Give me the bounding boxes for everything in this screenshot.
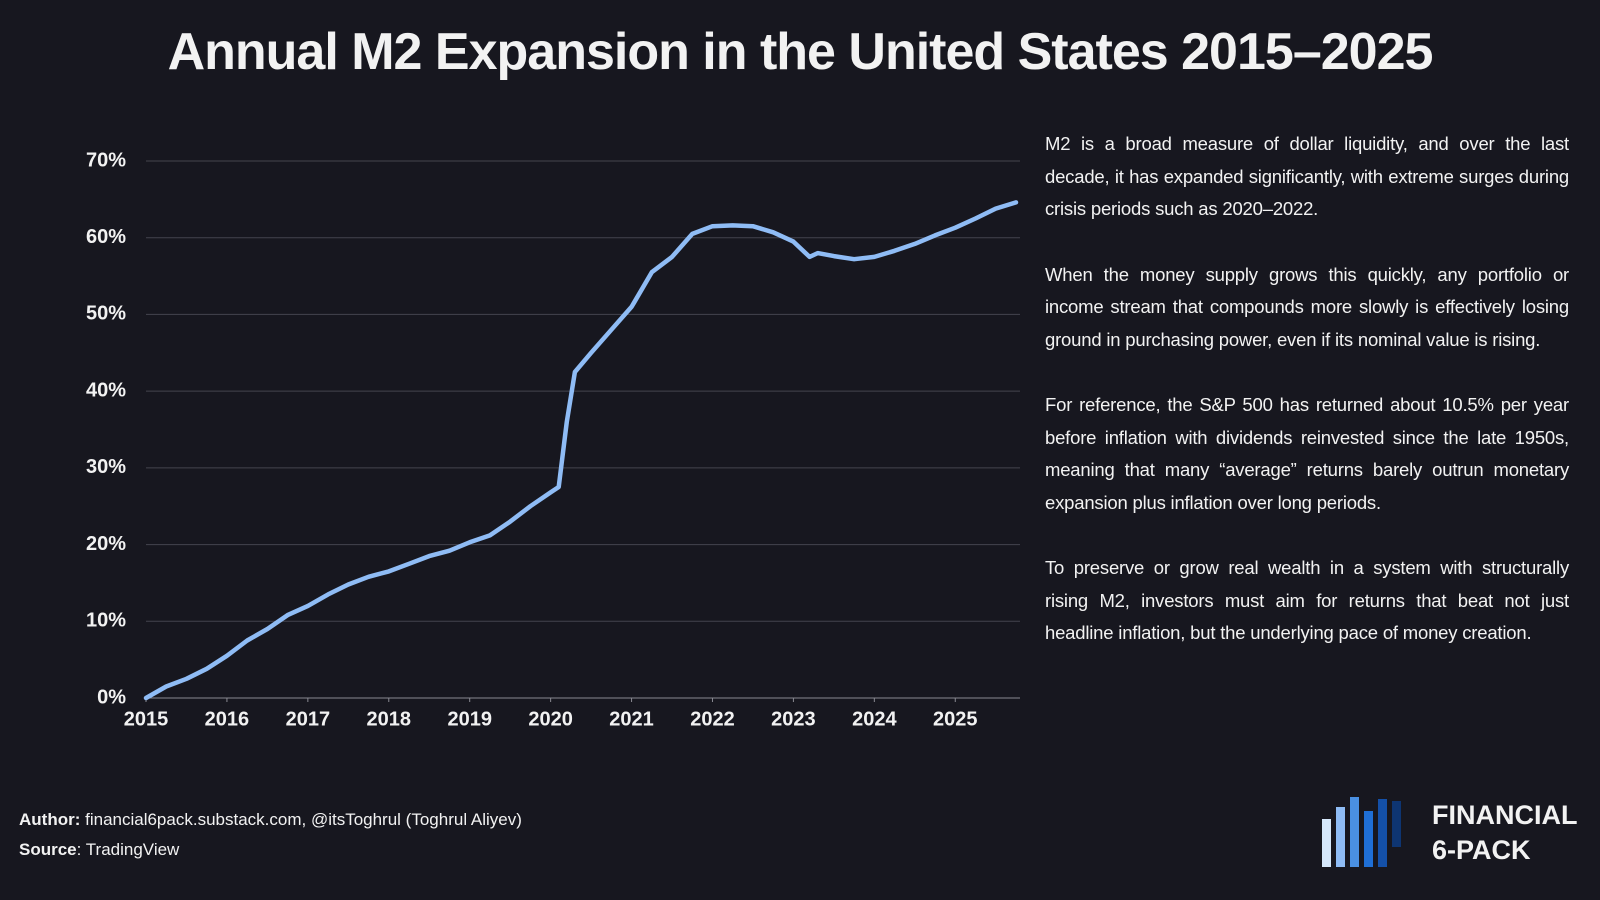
author: financial6pack.substack.com, @itsToghrul… [85, 810, 522, 829]
y-tick-label: 40% [86, 379, 126, 401]
logo-text: FINANCIAL 6-PACK [1432, 798, 1577, 868]
commentary: M2 is a broad measure of dollar liquidit… [1045, 128, 1569, 683]
y-tick-label: 10% [86, 610, 126, 632]
y-tick-label: 50% [86, 303, 126, 325]
logo-bar [1364, 811, 1373, 867]
line [143, 200, 1019, 701]
logo-bar [1350, 797, 1359, 867]
paragraph: M2 is a broad measure of dollar liquidit… [1045, 133, 1569, 219]
x-tick-label: 2015 [124, 708, 169, 730]
x-tick-label: 2025 [933, 708, 978, 730]
y-tick-label: 30% [86, 456, 126, 478]
chart-title: Annual M2 Expansion in the United States… [167, 23, 1434, 81]
source: : TradingView [76, 840, 180, 859]
author-line: Author: financial6pack.substack.com, @it… [19, 805, 522, 835]
x-tick-label: 2023 [771, 708, 816, 730]
logo-icon [1322, 797, 1401, 867]
x-tick-label: 2021 [609, 708, 654, 730]
x-tick-label: 2024 [852, 708, 897, 730]
logo-bar [1336, 807, 1345, 867]
source-line: Source: TradingView [19, 835, 522, 865]
chart: 0% 10% 20% 30% 40% 50% 60% 70% 2015 2016 2017 2018 2… [86, 149, 1020, 730]
logo-bar [1392, 801, 1401, 847]
logo-bar [1322, 819, 1331, 867]
author-label: Author: [19, 810, 81, 829]
x-tick-label: 2022 [690, 708, 735, 730]
x-tick-label: 2017 [286, 708, 331, 730]
footer: Author: financial6pack.substack.com, @it… [19, 805, 522, 865]
y-tick-label: 70% [86, 149, 126, 171]
logo-bar [1378, 799, 1387, 867]
x-tick-label: 2018 [367, 708, 412, 730]
paragraph: When the money supply grows this quickly… [1045, 263, 1569, 350]
y-tick-label: 0% [97, 686, 126, 708]
x-tick-label: 2019 [447, 708, 492, 730]
x-tick-label: 2020 [528, 708, 573, 730]
paragraph: For reference, the S&P 500 has returned … [1045, 394, 1569, 513]
y-tick-label: 20% [86, 533, 126, 555]
paragraph: To preserve or grow real wealth in a sys… [1045, 557, 1569, 643]
y-tick-label: 60% [86, 226, 126, 248]
logo-line: 6-PACK [1432, 835, 1531, 865]
logo-line: FINANCIAL [1432, 800, 1578, 830]
source-label: Source [19, 840, 77, 859]
x-tick-label: 2016 [205, 708, 250, 730]
